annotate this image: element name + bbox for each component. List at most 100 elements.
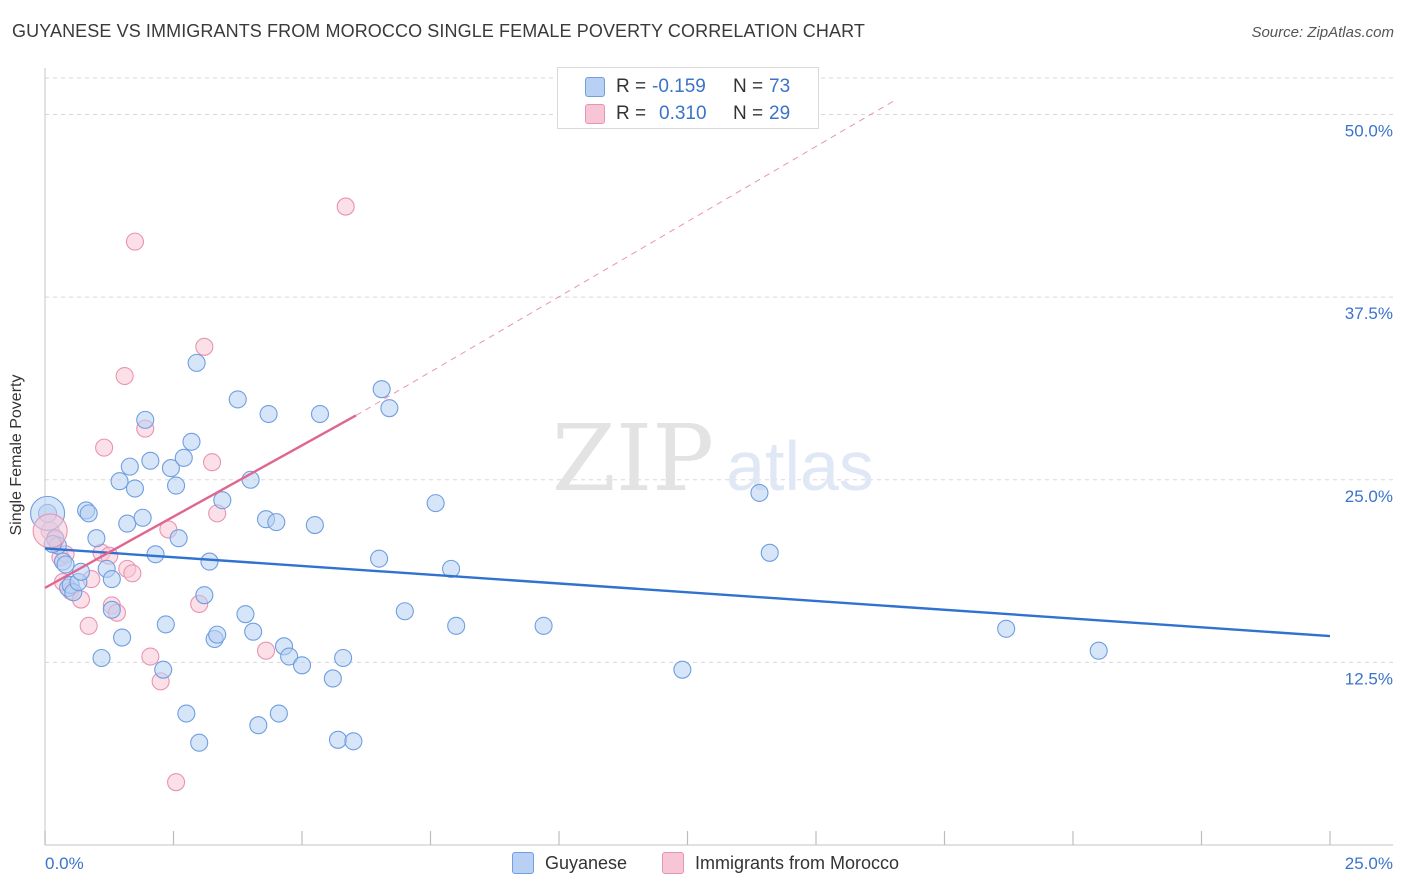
guyanese-point (328, 730, 348, 749)
y-tick-label: 50.0% (1345, 122, 1393, 141)
morocco-point (115, 366, 134, 386)
guyanese-point (334, 648, 353, 668)
morocco-point (167, 773, 186, 792)
grid-layer (45, 77, 1393, 663)
points-layer (30, 197, 1108, 792)
guyanese-point (269, 704, 288, 723)
guyanese-point (228, 390, 247, 409)
guyanese-point (200, 552, 219, 571)
guyanese-trend-line (44, 547, 1331, 638)
guyanese-point (177, 704, 196, 723)
chart-title: GUYANESE VS IMMIGRANTS FROM MOROCCO SING… (12, 21, 865, 41)
guyanese-point (395, 602, 414, 621)
guyanese-point (305, 516, 324, 535)
legend-swatch-morocco (585, 104, 605, 124)
guyanese-point (380, 399, 399, 418)
legend-n-value-1: 73 (769, 76, 791, 97)
bottom-legend-guyanese: Guyanese (512, 852, 627, 874)
guyanese-point (534, 616, 553, 635)
axis-layer (44, 68, 1393, 846)
y-tick-label: 25.0% (1345, 487, 1393, 506)
guyanese-point (292, 656, 312, 675)
morocco-point (95, 438, 114, 457)
guyanese-point (280, 647, 299, 666)
morocco-trend-line-extension (355, 100, 894, 416)
guyanese-point (125, 479, 144, 498)
watermark: ZIP atlas (552, 405, 874, 512)
tick-labels: 12.5% 25.0% 37.5% 50.0% 0.0% 25.0% (45, 122, 1393, 873)
guyanese-point (120, 457, 139, 476)
y-tick-label: 37.5% (1345, 304, 1393, 323)
guyanese-point (190, 733, 209, 752)
morocco-point (79, 616, 98, 635)
bottom-legend-swatch-morocco (662, 852, 684, 874)
guyanese-point (370, 549, 389, 568)
guyanese-point (118, 514, 137, 533)
guyanese-point (141, 451, 160, 470)
guyanese-point (244, 622, 263, 641)
bottom-legend-morocco: Immigrants from Morocco (662, 852, 899, 874)
guyanese-point (344, 732, 363, 751)
guyanese-point (92, 648, 111, 668)
guyanese-point (187, 353, 206, 372)
guyanese-point (760, 543, 779, 562)
guyanese-point (79, 504, 98, 523)
guyanese-point (1089, 641, 1108, 660)
guyanese-point (673, 660, 692, 679)
morocco-trend-line (44, 414, 357, 589)
guyanese-point (426, 494, 445, 513)
guyanese-point (259, 404, 278, 424)
guyanese-point (249, 716, 268, 735)
y-tick-label: 12.5% (1345, 669, 1393, 688)
guyanese-point (113, 628, 132, 647)
guyanese-point (102, 570, 121, 589)
legend-n-value-2: 29 (769, 103, 791, 124)
guyanese-point (310, 404, 330, 424)
guyanese-point (136, 410, 155, 429)
legend-r-value-2: 0.310 (659, 103, 707, 124)
morocco-point (203, 453, 222, 472)
watermark-zip: ZIP (552, 405, 714, 512)
guyanese-point (208, 625, 227, 644)
guyanese-point (174, 448, 193, 467)
morocco-point (123, 564, 142, 583)
morocco-point (125, 232, 144, 251)
legend-r-label-1: R = (616, 76, 647, 97)
correlation-legend: R = -0.159 N = 73 R = 0.310 N = 29 (557, 67, 819, 129)
guyanese-point (323, 669, 342, 688)
morocco-point (336, 197, 355, 216)
legend-r-label-2: R = (616, 103, 647, 124)
guyanese-point (447, 616, 466, 635)
guyanese-point (56, 555, 75, 574)
x-tick-label: 0.0% (45, 854, 84, 873)
guyanese-point (213, 491, 232, 510)
guyanese-point (169, 529, 188, 548)
guyanese-point (195, 586, 214, 605)
bottom-legend-label-guyanese: Guyanese (545, 852, 628, 873)
guyanese-point (372, 380, 391, 399)
x-tick-label: 25.0% (1345, 854, 1393, 873)
bottom-legend-label-morocco: Immigrants from Morocco (695, 852, 900, 873)
legend-swatch-guyanese (585, 77, 605, 97)
morocco-point (256, 641, 276, 660)
guyanese-point (267, 513, 286, 532)
legend-n-label-2: N = (733, 103, 764, 124)
guyanese-point (146, 545, 165, 564)
morocco-point-large (32, 513, 68, 549)
guyanese-point (236, 605, 255, 624)
guyanese-point (102, 600, 121, 619)
guyanese-point (442, 559, 461, 578)
guyanese-point (182, 432, 201, 451)
guyanese-point (156, 615, 175, 634)
watermark-atlas: atlas (726, 427, 874, 505)
trend-layer (44, 100, 1331, 638)
guyanese-point (110, 472, 129, 491)
morocco-point (195, 337, 214, 356)
guyanese-point (154, 660, 173, 679)
source-credit: Source: ZipAtlas.com (1251, 24, 1394, 41)
guyanese-point (997, 619, 1016, 638)
guyanese-point (87, 529, 106, 548)
legend-n-label-1: N = (733, 76, 764, 97)
guyanese-point (133, 508, 152, 527)
